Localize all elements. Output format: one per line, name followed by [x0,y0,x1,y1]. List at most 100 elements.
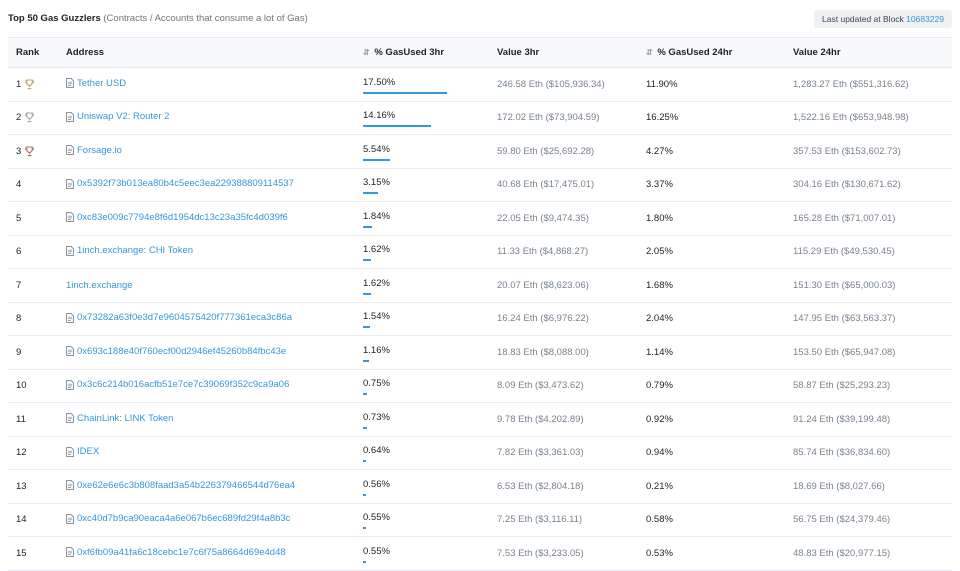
gas3-progress-bar [363,125,447,128]
rank-number: 8 [16,313,22,325]
table-row: 14 0xc40d7b9ca90eaca4a6e067b6ec689fd29f4a… [8,503,952,537]
rank-wrap: 4 [16,179,50,190]
gas3-cell: 0.75% [355,369,489,403]
address-link[interactable]: 0xc83e009c7794e8f6d1954dc13c23a35fc4d039… [66,212,288,223]
page-title: Top 50 Gas Guzzlers (Contracts / Account… [8,13,308,24]
value3-cell: 246.58 Eth ($105,936.34) [497,78,605,90]
gas24-cell: 1.68% [646,279,673,291]
rank-wrap: 6 [16,246,50,257]
gas3-progress-bar [363,426,447,429]
gas3-value: 1.62% [363,244,390,256]
gas3-progress-bar [363,259,447,262]
sort-icon[interactable]: ⇵ [646,48,653,57]
gas3-cell: 0.55% [355,537,489,571]
value24-cell: 151.30 Eth ($65,000.03) [793,279,896,291]
contract-icon [66,379,74,390]
table-row: 3 Forsage.io 5.54% 59.80 Eth ($25,692.28) 4.… [8,135,952,168]
gas3-progress-bar [363,393,447,396]
address-link[interactable]: Tether USD [66,78,126,89]
rank-wrap: 1 [16,79,50,90]
block-number-link[interactable]: 10683229 [906,13,944,24]
address-text: ChainLink: LINK Token [77,412,174,424]
rank-wrap: 5 [16,213,50,224]
gas3-progress-bar [363,225,447,228]
last-updated-label: Last updated at Block [822,13,907,24]
gas3-cell: 0.73% [355,403,489,437]
address-link[interactable]: Uniswap V2: Router 2 [66,111,169,122]
rank-number: 12 [16,447,27,459]
rank-number: 4 [16,179,22,191]
gas24-cell: 11.90% [646,78,678,90]
address-text: 1inch.exchange: CHI Token [77,245,194,256]
rank-cell: 6 [8,235,58,269]
col-header-gas3[interactable]: ⇵ % GasUsed 3hr [355,37,489,68]
value3-cell: 16.24 Eth ($6,976.22) [497,313,589,325]
trophy-icon [25,79,35,89]
value24-cell: 153.50 Eth ($65,947.08) [793,346,896,358]
value3-cell: 6.53 Eth ($2,804.18) [497,480,584,492]
address-link[interactable]: 0x73282a63f0e3d7e9604575420f777361eca3c8… [66,312,292,323]
address-link[interactable]: 1inch.exchange: CHI Token [66,245,193,256]
gas3-value: 17.50% [363,76,396,88]
gas3-progress-fill [363,91,447,94]
address-link[interactable]: 0x5392f73b013ea80b4c5eec3ea2293888091145… [66,178,294,189]
gas24-cell: 4.27% [646,145,673,157]
address-link[interactable]: 1inch.exchange [66,280,133,291]
gas3-cell: 3.15% [355,168,489,202]
rank-cell: 15 [8,537,58,571]
value24-cell: 357.53 Eth ($153,602.73) [793,145,901,157]
col-header-address: Address [58,37,355,68]
rank-number: 6 [16,246,22,258]
rank-wrap: 2 [16,112,50,123]
contract-icon [66,413,74,423]
trophy-icon [25,112,35,123]
address-link[interactable]: 0xf6fb09a41fa6c18cebc1e7c6f75a8664d69e4d… [66,547,286,558]
col-header-val3: Value 3hr [489,37,638,68]
address-cell: 0xc40d7b9ca90eaca4a6e067b6ec689fd29f4a8b… [58,503,355,537]
value3-cell: 7.25 Eth ($3,116.11) [497,514,583,526]
rank-wrap: 7 [16,280,50,291]
value24-cell: 48.83 Eth ($20,977.15) [793,547,891,559]
table-row: 2 Uniswap V2: Router 2 14.16% 172.02 Eth ($… [8,101,952,135]
rank-wrap: 11 [16,414,50,425]
gas24-cell: 0.92% [646,413,673,425]
gas3-value: 0.75% [363,378,390,390]
address-text: 1inch.exchange [66,279,133,291]
page-header: Top 50 Gas Guzzlers (Contracts / Account… [0,0,960,37]
gas3-progress-bar [363,326,447,329]
address-link[interactable]: ChainLink: LINK Token [66,413,173,424]
contract-icon [66,111,74,122]
address-link[interactable]: 0xe62e6e6c3b808faad3a54b226379466544d76e… [66,480,295,491]
gas3-progress-fill [363,527,366,530]
gas3-cell: 1.84% [355,202,489,236]
rank-number: 3 [16,145,22,157]
rank-cell: 8 [8,302,58,336]
address-link[interactable]: Forsage.io [66,145,122,156]
gas3-cell: 17.50% [355,68,489,102]
col-header-gas24[interactable]: ⇵ % GasUsed 24hr [638,37,785,68]
rank-cell: 11 [8,403,58,437]
gas3-progress-bar [363,192,447,195]
gas3-value: 1.54% [363,311,390,323]
table-row: 13 0xe62e6e6c3b808faad3a54b226379466544d7… [8,470,952,503]
value3-cell: 172.02 Eth ($73,904.59) [497,112,600,124]
value24-cell: 304.16 Eth ($130,671.62) [793,179,901,191]
table-row: 4 0x5392f73b013ea80b4c5eec3ea229388809114… [8,168,952,202]
address-cell: Tether USD [58,68,355,102]
gas-guzzlers-table: Rank Address ⇵ % GasUsed 3hr Value 3hr ⇵… [8,37,952,571]
address-link[interactable]: 0xc40d7b9ca90eaca4a6e067b6ec689fd29f4a8b… [66,513,290,524]
table-row: 7 1inch.exchange 1.62% 20.07 Eth ($8,623.06… [8,269,952,302]
value3-cell: 20.07 Eth ($8,623.06) [497,279,589,291]
address-link[interactable]: IDEX [66,446,99,457]
address-link[interactable]: 0x3c6c214b016acfb51e7ce7c39069f352c9ca9a… [66,379,289,390]
gas3-cell: 1.54% [355,302,489,336]
address-link[interactable]: 0x693c188e40f760ecf00d2946ef45260b84fbc4… [66,346,286,357]
table-row: 8 0x73282a63f0e3d7e9604575420f777361eca3c… [8,302,952,336]
address-text: 0xc83e009c7794e8f6d1954dc13c23a35fc4d039… [77,211,288,223]
gas3-value: 1.84% [363,210,390,222]
page-title-bold: Top 50 Gas Guzzlers [8,13,101,24]
sort-icon[interactable]: ⇵ [363,48,370,57]
table-row: 1 Tether USD 17.50% 246.58 Eth ($105,936.34… [8,68,952,102]
gas24-cell: 2.05% [646,246,673,258]
gas24-cell: 16.25% [646,112,679,124]
